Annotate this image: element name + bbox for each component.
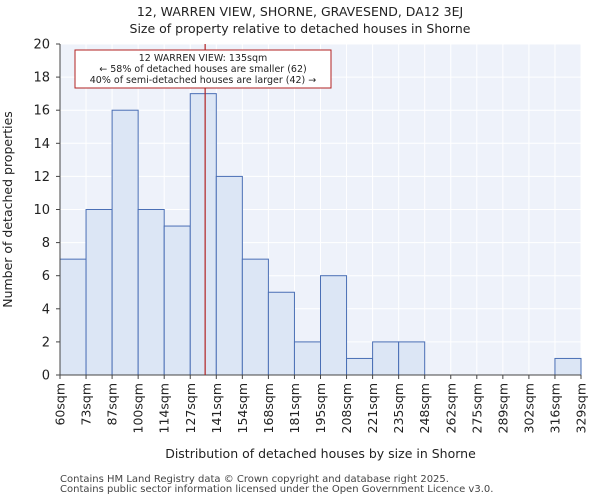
histogram-bar[interactable] [163, 225, 191, 376]
x-tick-label: 154sqm [235, 383, 250, 433]
x-tick-label: 235sqm [391, 383, 406, 433]
histogram-bar[interactable] [372, 341, 400, 376]
histogram-bar[interactable] [137, 209, 165, 376]
y-tick-label: 10 [33, 203, 50, 218]
footer-copyright: Contains HM Land Registry data © Crown c… [60, 474, 449, 485]
histogram-bar[interactable] [215, 175, 243, 376]
histogram-bar[interactable] [398, 341, 426, 376]
histogram-bar[interactable] [189, 93, 217, 376]
y-tick-label: 6 [42, 269, 50, 284]
x-tick-label: 181sqm [287, 383, 302, 433]
x-tick-label: 100sqm [131, 383, 146, 433]
histogram-bar[interactable] [320, 275, 348, 376]
x-tick-label: 60sqm [53, 383, 68, 426]
y-tick-label: 0 [42, 369, 50, 384]
y-tick-label: 8 [42, 236, 50, 251]
x-tick-label: 208sqm [339, 383, 354, 433]
x-tick-label: 141sqm [209, 383, 224, 433]
histogram-bar[interactable] [346, 357, 374, 376]
histogram-bar[interactable] [111, 109, 139, 376]
x-tick-label: 275sqm [469, 383, 484, 433]
x-tick-label: 329sqm [574, 383, 589, 433]
annotation-box [74, 49, 332, 89]
x-tick-label: 221sqm [365, 383, 380, 433]
histogram-bar[interactable] [267, 291, 295, 376]
chart-title-address: 12, WARREN VIEW, SHORNE, GRAVESEND, DA12… [136, 4, 464, 19]
histogram-bar[interactable] [293, 341, 322, 376]
y-tick-label: 16 [33, 104, 50, 119]
chart-title: Size of property relative to detached ho… [129, 21, 471, 36]
y-tick-label: 20 [33, 38, 50, 53]
annotation-text: ← 58% of detached houses are smaller (62… [99, 64, 306, 75]
x-tick-label: 195sqm [313, 383, 328, 433]
x-axis-title: Distribution of detached houses by size … [165, 446, 476, 461]
y-axis-title: Number of detached properties [0, 111, 15, 308]
x-tick-label: 168sqm [261, 383, 276, 433]
x-tick-label: 87sqm [105, 383, 120, 426]
x-tick-label: 248sqm [417, 383, 432, 433]
y-tick-label: 2 [42, 335, 50, 350]
x-tick-label: 302sqm [521, 383, 536, 433]
x-tick-label: 316sqm [547, 383, 562, 433]
x-tick-label: 289sqm [495, 383, 510, 433]
y-tick-label: 18 [33, 71, 50, 86]
y-tick-label: 4 [42, 302, 50, 317]
x-tick-label: 73sqm [79, 383, 94, 426]
annotation-text: 40% of semi-detached houses are larger (… [90, 75, 317, 86]
annotation-text: 12 WARREN VIEW: 135sqm [139, 53, 268, 64]
y-tick-label: 14 [33, 137, 50, 152]
histogram-bar[interactable] [59, 258, 87, 376]
histogram-bar[interactable] [554, 357, 582, 376]
histogram-bar[interactable] [85, 209, 113, 376]
x-tick-label: 127sqm [183, 383, 198, 433]
x-tick-label: 114sqm [157, 383, 172, 433]
footer-licence: Contains public sector information licen… [60, 484, 494, 495]
y-tick-label: 12 [33, 170, 50, 185]
x-tick-label: 262sqm [443, 383, 458, 433]
histogram-bar[interactable] [241, 258, 269, 376]
